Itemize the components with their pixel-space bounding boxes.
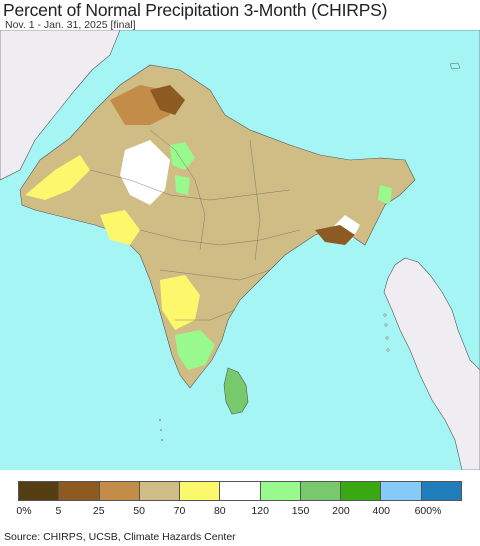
region-green-east [378,185,392,205]
color-legend [18,481,462,501]
legend-label: 0% [16,505,32,517]
land-west [0,30,121,181]
map-canvas [0,30,480,470]
legend-swatch [300,482,342,500]
legend-label: 120 [251,505,269,517]
legend-swatch [139,482,181,500]
precipitation-map [0,30,480,470]
legend-label: 150 [291,505,310,517]
legend-label: 80 [213,505,226,517]
legend-swatch [421,482,461,500]
legend-swatch [59,482,100,500]
region-yellow-west [25,155,90,200]
legend-label: 600% [414,505,442,517]
legend-label: 25 [92,505,105,517]
land-outside [0,30,480,470]
legend-label: 5 [55,505,62,517]
region-dark-bengal [315,225,355,245]
legend-swatch [220,482,261,500]
region-yellow-gujarat [100,210,140,245]
legend-swatch [260,482,301,500]
lake [449,62,461,70]
legend-swatch [19,482,60,500]
map-subtitle: Nov. 1 - Jan. 31, 2025 [final] [5,19,136,31]
legend-label: 400 [372,505,391,517]
legend-label: 70 [173,505,186,517]
region-yellow-south [160,275,200,330]
legend-label: 50 [133,505,145,517]
sri-lanka [223,367,249,415]
maldives [158,419,163,442]
region-green-central [170,142,195,170]
region-green-mid [175,175,190,195]
legend-labels: 0% 5 25 50 70 80 120 150 200 400 600% [0,505,480,519]
subcontinent [19,64,416,389]
legend-swatch [99,482,140,500]
region-brown-kashmir [150,85,185,115]
region-green-south [175,330,215,370]
region-white-central [120,140,170,205]
andaman-islands [383,313,390,352]
legend-swatch [341,482,382,500]
state-borders [89,129,301,321]
map-title: Percent of Normal Precipitation 3-Month … [3,0,388,20]
source-credit: Source: CHIRPS, UCSB, Climate Hazards Ce… [4,531,236,543]
legend-swatch [381,482,422,500]
legend-label: 200 [332,505,350,517]
legend-swatch [180,482,221,500]
